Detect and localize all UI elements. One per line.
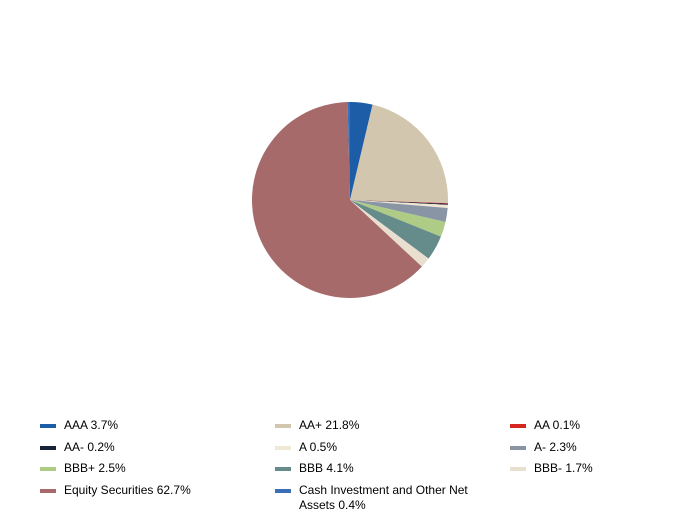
legend-item: Equity Securities 62.7% xyxy=(40,483,275,514)
legend-label: Equity Securities 62.7% xyxy=(64,483,191,499)
legend-item: BBB+ 2.5% xyxy=(40,461,275,477)
legend-swatch xyxy=(40,489,56,493)
legend-item: A 0.5% xyxy=(275,440,510,456)
legend-item: AA+ 21.8% xyxy=(275,418,510,434)
legend-item: Cash Investment and Other Net Assets 0.4… xyxy=(275,483,510,514)
legend-swatch xyxy=(40,424,56,428)
legend-label: BBB 4.1% xyxy=(299,461,354,477)
legend-swatch xyxy=(275,489,291,493)
legend-label: A- 2.3% xyxy=(534,440,577,456)
pie-chart-area xyxy=(0,0,696,400)
legend-label: BBB+ 2.5% xyxy=(64,461,126,477)
legend-swatch xyxy=(510,446,526,450)
legend-label: AA+ 21.8% xyxy=(299,418,359,434)
legend-item: AA- 0.2% xyxy=(40,440,275,456)
legend-swatch xyxy=(510,424,526,428)
legend-grid: AAA 3.7% AA+ 21.8% AA 0.1% AA- 0.2% A 0.5% A-… xyxy=(40,418,660,514)
legend-label: Cash Investment and Other Net Assets 0.4… xyxy=(299,483,489,514)
legend-label: AAA 3.7% xyxy=(64,418,118,434)
legend-swatch xyxy=(40,467,56,471)
legend-label: AA 0.1% xyxy=(534,418,580,434)
legend-label: BBB- 1.7% xyxy=(534,461,593,477)
legend-item: AA 0.1% xyxy=(510,418,660,434)
legend-swatch xyxy=(510,467,526,471)
legend-swatch xyxy=(40,446,56,450)
pie-chart-svg xyxy=(0,0,696,400)
legend-item: AAA 3.7% xyxy=(40,418,275,434)
legend-label: A 0.5% xyxy=(299,440,337,456)
legend-swatch xyxy=(275,467,291,471)
legend-item: BBB 4.1% xyxy=(275,461,510,477)
legend-swatch xyxy=(275,424,291,428)
legend-label: AA- 0.2% xyxy=(64,440,115,456)
legend-item: BBB- 1.7% xyxy=(510,461,660,477)
legend-swatch xyxy=(275,446,291,450)
legend-area: AAA 3.7% AA+ 21.8% AA 0.1% AA- 0.2% A 0.5% A-… xyxy=(40,418,660,514)
legend-item: A- 2.3% xyxy=(510,440,660,456)
